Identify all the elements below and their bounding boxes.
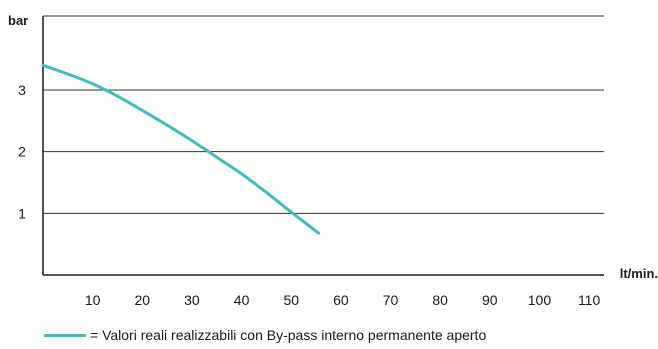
x-tick-label: 70 [383,292,399,308]
legend-swatch [44,333,86,337]
legend: = Valori reali realizzabili con By-pass … [44,326,486,344]
series-line [41,63,320,235]
grid-lines [43,15,604,214]
x-tick-label: 80 [432,292,448,308]
x-tick-label: 30 [184,292,200,308]
x-tick-labels: 10 20 30 40 50 60 70 80 90 100 110 [85,292,601,308]
y-tick-labels: 1 2 3 [18,82,26,221]
axes [42,16,604,276]
x-axis-unit: lt/min. [620,266,658,281]
x-tick-label: 20 [135,292,151,308]
y-axis-unit: bar [8,13,28,28]
x-tick-label: 40 [234,292,250,308]
x-tick-label: 110 [578,292,601,308]
legend-label: = Valori reali realizzabili con By-pass … [90,327,487,343]
x-tick-label: 100 [528,292,552,308]
y-tick-label: 1 [18,205,26,221]
x-tick-label: 90 [482,292,498,308]
x-tick-label: 10 [85,292,101,308]
y-tick-label: 3 [18,82,26,98]
y-tick-label: 2 [18,144,26,160]
series-layer [41,63,320,235]
x-tick-label: 50 [283,292,299,308]
x-tick-label: 60 [333,292,349,308]
